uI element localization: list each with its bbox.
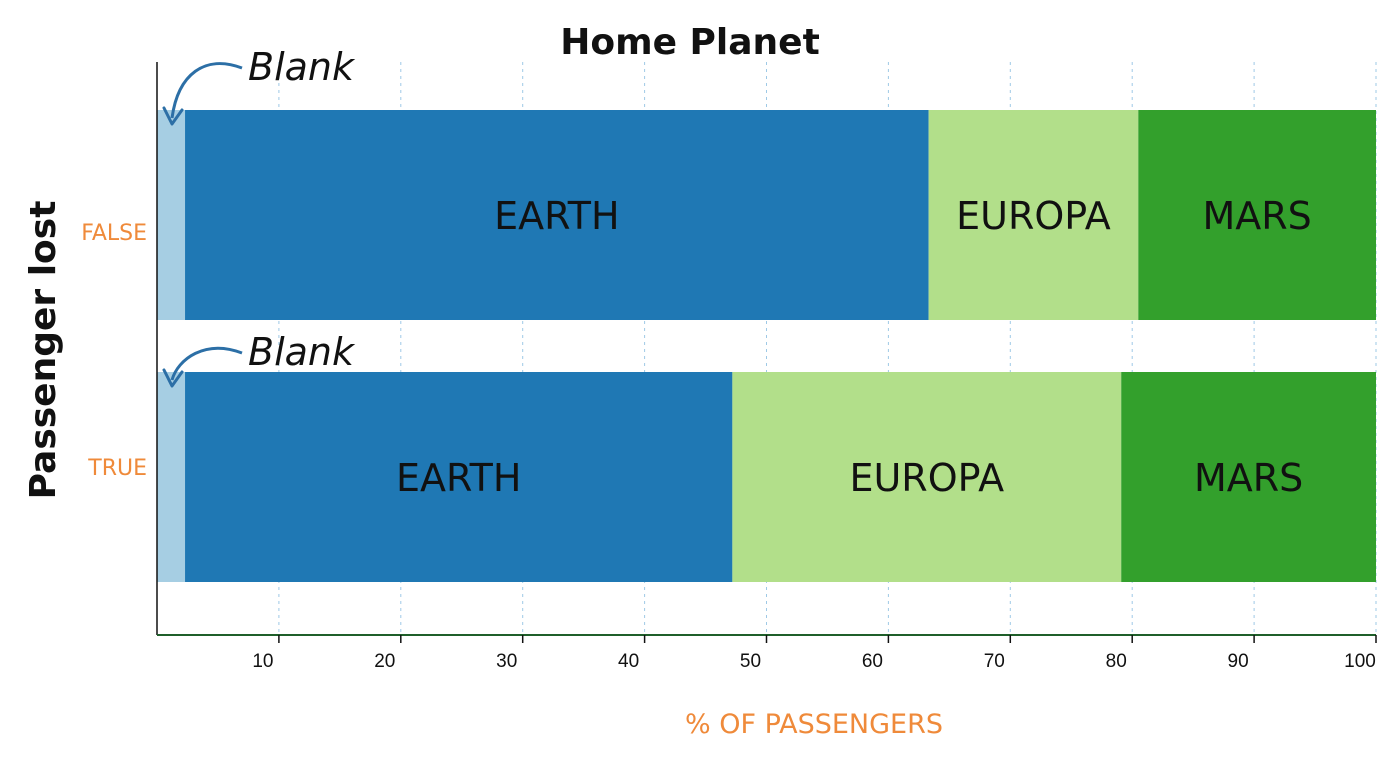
x-axis-label: % OF PASSENGERS [685,709,943,740]
annotation-arrow [170,62,243,119]
annotation-arrowhead [162,106,184,126]
segment-label: EARTH [396,456,521,500]
bar-segment [157,110,186,320]
x-tick-label: 80 [1106,651,1127,672]
x-tick-label: 60 [862,651,883,672]
segment-label: EUROPA [956,194,1111,238]
segment-label: EUROPA [849,456,1004,500]
chart-title: Home Planet [560,22,820,63]
bar-segment [732,372,1122,582]
x-tick-label: 20 [374,651,395,672]
category-labels: FALSE TRUE [81,221,147,481]
x-ticks: 10 20 30 40 50 60 70 80 90 100 [252,635,1377,672]
category-label: TRUE [87,456,147,481]
bar-segment [157,372,186,582]
segment-label: MARS [1202,194,1311,238]
x-tick-label: 30 [496,651,517,672]
annotation-text: Blank [248,330,356,374]
annotation-arrow [170,346,243,381]
bar-segment [928,110,1139,320]
x-tick-label: 10 [252,651,273,672]
bar-segment [1138,110,1376,320]
annotations: Blank Blank [162,45,356,388]
x-tick-label: 40 [618,651,639,672]
x-tick-label: 90 [1228,651,1249,672]
segment-label: MARS [1194,456,1303,500]
y-axis-label: Passenger lost [23,201,64,500]
x-tick-label: 100 [1344,651,1376,672]
bar-segment [185,110,929,320]
bar-segment [185,372,733,582]
segment-labels: EARTH EUROPA MARS EARTH EUROPA MARS [396,194,1312,500]
bar-segment [1121,372,1376,582]
segment-label: EARTH [494,194,619,238]
x-tick-label: 70 [984,651,1005,672]
annotation-text: Blank [248,45,356,89]
category-label: FALSE [81,221,147,246]
x-tick-label: 50 [740,651,761,672]
annotation-arrowhead [162,368,184,388]
bar-segments [157,110,1376,582]
